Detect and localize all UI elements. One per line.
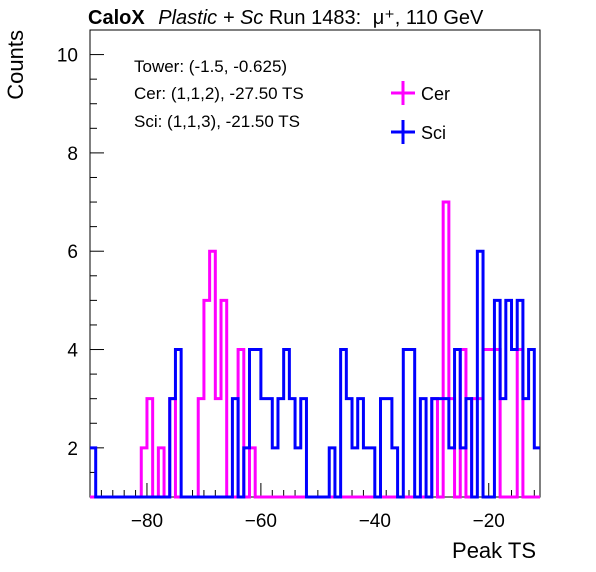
series-cer bbox=[90, 200, 543, 499]
x-tick-label: −40 bbox=[359, 511, 391, 532]
series-sci bbox=[90, 249, 543, 499]
info-cer: Cer: (1,1,2), -27.50 TS bbox=[134, 84, 304, 103]
x-axis-label: Peak TS bbox=[452, 538, 536, 563]
series-line-sci bbox=[90, 249, 540, 499]
x-tick-label: −80 bbox=[131, 511, 163, 532]
header-run: Run 1483: bbox=[269, 7, 361, 29]
y-axis-label: Counts bbox=[3, 30, 28, 100]
y-tick-label: 10 bbox=[57, 46, 78, 67]
x-tick-label: −60 bbox=[245, 511, 277, 532]
info-tower: Tower: (-1.5, -0.625) bbox=[134, 57, 287, 76]
legend-item-cer: Cer bbox=[391, 81, 450, 105]
legend-label: Sci bbox=[421, 123, 446, 143]
info-sci: Sci: (1,1,3), -21.50 TS bbox=[134, 112, 300, 131]
y-tick-label: 4 bbox=[67, 341, 78, 362]
series-layer bbox=[90, 200, 543, 499]
axis-ticks: −80 −60 −40 −20 2 4 6 8 10 bbox=[57, 29, 535, 532]
header-brand: CaloX bbox=[88, 7, 145, 29]
header-material: Plastic + Sc bbox=[158, 7, 263, 29]
legend: Cer Sci bbox=[391, 81, 450, 144]
header-particle: μ⁺, 110 GeV bbox=[373, 7, 484, 29]
y-tick-label: 8 bbox=[67, 144, 78, 165]
y-tick-label: 6 bbox=[67, 242, 78, 263]
chart-header: CaloX Plastic + Sc Run 1483: μ⁺, 110 GeV bbox=[88, 7, 484, 29]
y-tick-label: 2 bbox=[67, 439, 78, 460]
legend-label: Cer bbox=[421, 84, 450, 104]
x-tick-label: −20 bbox=[473, 511, 505, 532]
legend-item-sci: Sci bbox=[391, 120, 446, 144]
